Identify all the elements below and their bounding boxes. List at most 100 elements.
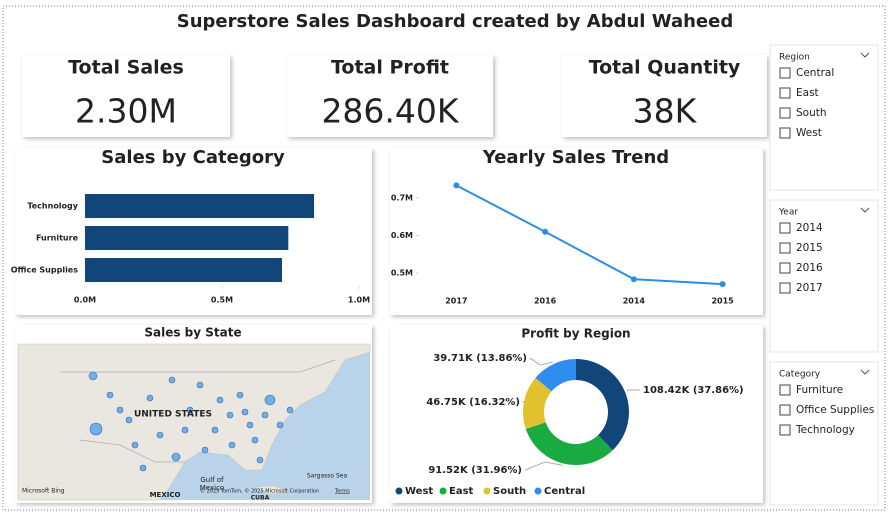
map-bubble	[125, 416, 133, 424]
y-tick-label: Office Supplies	[11, 266, 78, 275]
checkbox[interactable]	[779, 127, 791, 139]
x-tick-label: 2015	[711, 297, 734, 306]
slicer-title: Region	[779, 53, 810, 63]
chart-title: Profit by Region	[521, 327, 630, 341]
data-label: 108.42K (37.86%)	[643, 385, 744, 396]
map-bubble	[146, 394, 154, 402]
checkbox[interactable]	[779, 262, 791, 274]
map-bubble	[226, 411, 234, 419]
kpi-label: Total Quantity	[589, 57, 741, 79]
map-border	[60, 359, 336, 463]
checkbox[interactable]	[779, 87, 791, 99]
card	[22, 55, 230, 137]
map-label: UNITED STATES	[134, 410, 212, 420]
slicer-item[interactable]: Technology	[795, 424, 855, 436]
map-logo: Microsoft Bing	[22, 488, 65, 495]
map-bubble	[181, 426, 189, 434]
slicer-item[interactable]: East	[796, 87, 819, 99]
map-bubble	[156, 431, 164, 439]
legend-label: South	[493, 486, 526, 497]
map-bubble	[261, 411, 269, 419]
card	[390, 148, 763, 315]
slicer-item[interactable]: Office Supplies	[796, 404, 874, 416]
x-tick-label: 2017	[445, 297, 467, 306]
checkbox[interactable]	[779, 107, 791, 119]
slicer-chevron[interactable]	[860, 369, 870, 375]
slicer-item[interactable]: 2014	[796, 222, 823, 234]
slicer-item[interactable]: West	[796, 127, 822, 139]
map-bubble	[264, 394, 276, 406]
map-bubble	[286, 406, 294, 414]
checkbox[interactable]	[779, 67, 791, 79]
leader-line	[529, 357, 553, 366]
checkbox[interactable]	[779, 404, 791, 416]
slicer-chevron[interactable]	[860, 52, 870, 58]
data-label: 46.75K (16.32%)	[426, 397, 520, 408]
map-bubble	[201, 446, 209, 454]
map-bubble	[171, 452, 181, 462]
map-bubble	[256, 456, 264, 464]
bar	[85, 258, 283, 282]
slicer-item[interactable]: Central	[796, 67, 834, 79]
point	[630, 276, 637, 283]
slicer-chevron[interactable]	[860, 207, 870, 213]
legend-label: West	[405, 486, 433, 497]
y-tick-label: 0.5M	[391, 269, 413, 278]
checkbox[interactable]	[779, 424, 791, 436]
map-bubble	[216, 396, 224, 404]
slicer-item[interactable]: Furniture	[796, 384, 843, 396]
map-label: MEXICO	[150, 491, 181, 499]
kpi-label: Total Sales	[68, 57, 184, 79]
map-bubble	[236, 391, 244, 399]
map-bubble	[241, 408, 249, 416]
kpi-label: Total Profit	[331, 57, 449, 79]
map-bubble	[131, 441, 139, 449]
data-label: 39.71K (13.86%)	[433, 353, 527, 364]
chart-title: Sales by Category	[101, 147, 285, 168]
kpi-value: 2.30M	[75, 92, 177, 131]
leader-line	[626, 389, 640, 392]
donut-segment	[523, 377, 552, 429]
slicer-item[interactable]: 2015	[796, 242, 823, 254]
map-label: Gulf of	[200, 476, 224, 484]
map-bubble	[211, 426, 219, 434]
map-attribution: © 2025 TomTom, © 2025 Microsoft Corporat…	[200, 488, 319, 495]
map-bubble	[196, 381, 204, 389]
slicer-item[interactable]: 2017	[796, 282, 823, 294]
x-tick-label: 0.5M	[211, 296, 233, 305]
donut-segment	[525, 422, 613, 465]
dashboard-title: Superstore Sales Dashboard created by Ab…	[177, 11, 733, 32]
legend-label: Central	[544, 486, 585, 497]
bar	[85, 226, 289, 250]
y-tick-label: Furniture	[36, 234, 79, 243]
map-land	[17, 343, 371, 501]
checkbox[interactable]	[779, 242, 791, 254]
y-tick-label: 0.7M	[391, 193, 413, 202]
y-tick-label: Technology	[27, 202, 78, 211]
map-bubble	[246, 421, 254, 429]
slicer-item[interactable]: South	[796, 107, 827, 119]
checkbox[interactable]	[779, 384, 791, 396]
map-bubble	[168, 376, 176, 384]
x-tick-label: 1.0M	[348, 296, 370, 305]
map-bubble	[186, 406, 194, 414]
x-tick-label: 2016	[534, 297, 557, 306]
legend-swatch	[483, 487, 491, 495]
map-bubble	[251, 436, 259, 444]
checkbox[interactable]	[779, 222, 791, 234]
data-label: 91.52K (31.96%)	[428, 465, 522, 476]
legend-label: East	[449, 486, 474, 497]
map-bubble	[116, 406, 124, 414]
leader-line	[524, 461, 563, 471]
map-bubble	[106, 391, 114, 399]
checkbox[interactable]	[779, 282, 791, 294]
kpi-value: 38K	[633, 92, 698, 131]
map-bubble	[89, 422, 103, 436]
map-bubble	[228, 441, 236, 449]
map-land	[254, 485, 291, 495]
legend-swatch	[395, 487, 403, 495]
legend-swatch	[439, 487, 447, 495]
slicer-item[interactable]: 2016	[796, 262, 823, 274]
map-terms[interactable]: Terms	[334, 489, 350, 495]
